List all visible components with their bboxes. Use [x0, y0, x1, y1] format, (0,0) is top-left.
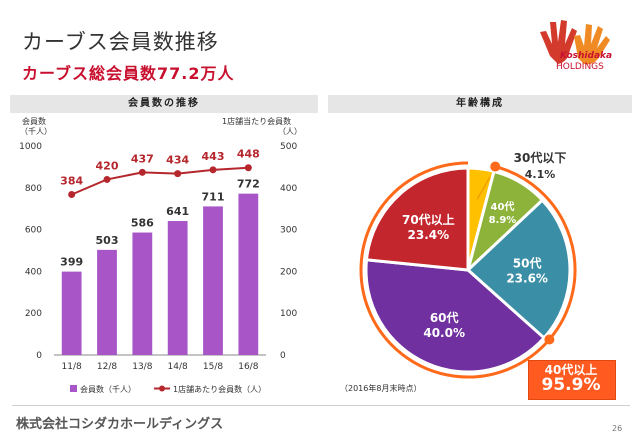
- bar-value-label: 503: [96, 234, 119, 247]
- footer-company-name: 株式会社コシダカホールディングス: [16, 417, 224, 432]
- logo-name: Koshidaka: [560, 51, 613, 61]
- page-number: 26: [612, 424, 623, 433]
- pie-slice-label: 30代以下: [514, 150, 567, 165]
- right-y-tick-label: 200: [280, 267, 297, 277]
- age-chart-header: 年齢構成: [328, 95, 632, 113]
- left-y-tick-label: 1000: [19, 142, 42, 152]
- per-store-line: [71, 166, 249, 196]
- legend-bar-label: 会員数（千人）: [80, 384, 136, 394]
- left-y-tick-label: 200: [25, 309, 42, 319]
- left-y-tick-label: 600: [25, 226, 42, 236]
- member-bar: [97, 249, 117, 355]
- per-store-point: [138, 168, 146, 176]
- highlight-arc: [359, 161, 577, 379]
- highlight-arc-marker: [544, 334, 555, 345]
- pie-slice-value: 4.1%: [525, 168, 556, 181]
- pie-slice: [364, 166, 470, 272]
- pie-slice: [364, 258, 547, 374]
- left-y-tick-label: 400: [25, 267, 42, 277]
- bar-value-label: 399: [60, 256, 83, 269]
- right-axis-unit-line1: 1店舗当たり会員数: [222, 116, 291, 126]
- legend-bar-swatch: [70, 385, 77, 392]
- pie-slice-value: 40.0%: [423, 326, 465, 340]
- per-store-point: [209, 166, 217, 174]
- page-subtitle: カーブス総会員数77.2万人: [22, 64, 235, 83]
- per-store-point: [103, 175, 111, 183]
- pie-slice-label: 40代: [490, 200, 514, 213]
- line-value-label: 437: [131, 152, 154, 165]
- right-y-tick-label: 0: [280, 351, 286, 361]
- bar-value-label: 711: [202, 190, 225, 203]
- right-y-tick-label: 400: [280, 184, 297, 194]
- pie-slice-value: 23.4%: [408, 228, 450, 242]
- per-store-point: [68, 190, 76, 198]
- pie-slice: [465, 198, 572, 341]
- legend-line-marker: [159, 385, 165, 392]
- right-y-tick-label: 300: [280, 226, 297, 236]
- left-axis-unit-line1: 会員数: [22, 116, 46, 126]
- callout-label: 40代以上: [544, 363, 598, 377]
- x-tick-label: 12/8: [97, 362, 117, 372]
- per-store-point: [244, 164, 252, 172]
- member-chart-header: 会員数の推移: [10, 95, 318, 113]
- footer-divider: [12, 405, 630, 406]
- page-title: カーブス会員数推移: [22, 30, 219, 54]
- pie-slice-label: 70代以上: [402, 212, 455, 227]
- left-axis-unit-line2: （千人）: [20, 126, 52, 136]
- legend-line-label: 1店舗あたり会員数（人）: [173, 384, 266, 394]
- left-y-tick-label: 0: [36, 351, 42, 361]
- x-tick-label: 14/8: [168, 362, 188, 372]
- left-y-tick-label: 800: [25, 184, 42, 194]
- pie-leader-line: [476, 176, 491, 200]
- pie-slice-label: 60代: [430, 310, 459, 325]
- member-bar: [203, 206, 223, 355]
- line-value-label: 384: [60, 174, 83, 187]
- bar-value-label: 641: [166, 205, 189, 218]
- hands-logo-icon: [540, 20, 610, 65]
- bar-value-label: 586: [131, 217, 154, 230]
- right-y-tick-label: 100: [280, 309, 297, 319]
- line-value-label: 420: [96, 159, 119, 172]
- pie-slice-label: 50代: [513, 255, 542, 270]
- line-value-label: 448: [237, 148, 260, 161]
- right-y-tick-label: 500: [280, 142, 297, 152]
- member-bar: [132, 232, 153, 355]
- right-axis-unit-line2: （人）: [278, 127, 302, 136]
- bar-value-label: 772: [237, 178, 260, 191]
- as-of-note: （2016年8月末時点）: [340, 384, 422, 393]
- line-value-label: 434: [166, 154, 189, 167]
- x-tick-label: 15/8: [203, 362, 223, 372]
- highlight-arc-marker: [490, 161, 501, 172]
- member-bar: [61, 271, 82, 355]
- member-bar: [167, 221, 188, 355]
- x-tick-label: 13/8: [132, 362, 152, 372]
- line-value-label: 443: [202, 150, 225, 163]
- member-bar: [238, 193, 259, 355]
- pie-slice-value: 8.9%: [489, 215, 517, 226]
- callout-value: 95.9%: [541, 375, 601, 395]
- x-tick-label: 11/8: [62, 362, 82, 372]
- callout-box: [528, 360, 616, 400]
- logo-sub: HOLDINGS: [556, 62, 604, 72]
- x-tick-label: 16/8: [238, 362, 258, 372]
- per-store-point: [174, 170, 182, 178]
- pie-slice-value: 23.6%: [506, 271, 548, 285]
